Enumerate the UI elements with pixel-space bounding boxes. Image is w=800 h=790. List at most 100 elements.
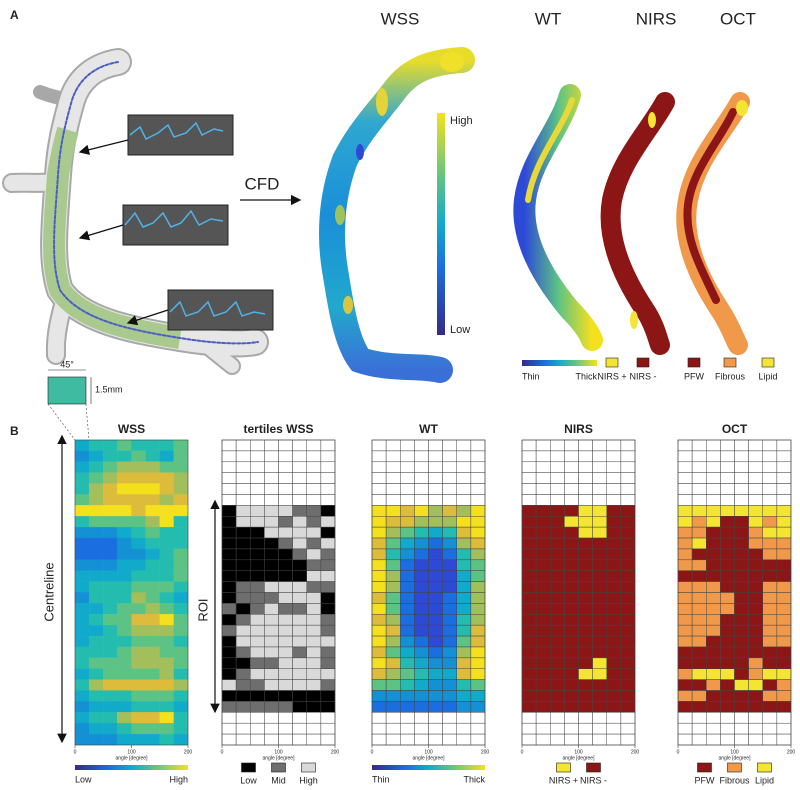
empty-cell [442, 439, 457, 452]
map-cell [677, 505, 693, 517]
map-cell [456, 679, 472, 691]
empty-cell [414, 483, 429, 495]
empty-cell [306, 494, 322, 506]
map-cell [720, 570, 735, 582]
map-cell [550, 614, 565, 626]
map-cell [159, 461, 175, 473]
map-cell [521, 592, 537, 604]
map-cell [400, 624, 415, 637]
empty-cell [385, 472, 401, 484]
map-cell [250, 614, 265, 626]
map-cell [470, 657, 486, 669]
empty-cell [762, 461, 778, 473]
wt-vessel [513, 84, 603, 351]
empty-cell [677, 461, 693, 473]
map-cell [250, 657, 265, 669]
map-cell [306, 679, 322, 691]
map-cell [131, 690, 146, 702]
map-cell [145, 679, 160, 691]
empty-cell [470, 439, 486, 452]
map-cell [720, 603, 735, 615]
map-cell [88, 537, 104, 550]
map-cell [620, 701, 636, 713]
empty-cell [578, 450, 593, 463]
map-cell [88, 625, 104, 637]
map-cell [720, 624, 735, 637]
empty-cell [371, 483, 387, 495]
map-cell [734, 679, 749, 691]
map-cell [720, 526, 735, 539]
map-cell [173, 483, 189, 495]
map-cell [620, 624, 636, 637]
empty-cell [470, 733, 486, 746]
empty-cell [706, 461, 721, 473]
map-cell [264, 581, 279, 593]
map-cell [776, 526, 792, 539]
empty-cell [278, 450, 293, 463]
map-cell [456, 516, 472, 528]
empty-cell [606, 472, 622, 484]
x-axis-label: angle [degree] [263, 755, 296, 761]
map-cell [159, 603, 175, 615]
empty-cell [776, 461, 792, 473]
map-cell [776, 646, 792, 659]
map-cell [306, 646, 322, 659]
map-cell [88, 505, 104, 517]
empty-cell [400, 733, 415, 746]
map-cell [762, 690, 778, 702]
map-cell [385, 690, 401, 702]
map-cell [564, 657, 579, 669]
map-cell [720, 635, 735, 648]
empty-cell [578, 494, 593, 506]
map-cell [442, 537, 457, 550]
map-cell [720, 537, 735, 550]
empty-cell [550, 733, 565, 746]
empty-cell [400, 494, 415, 506]
map-cell [117, 439, 132, 452]
map-cell [371, 526, 387, 539]
map-cell [677, 635, 693, 648]
map-cell [131, 614, 146, 626]
map-cell [74, 570, 90, 582]
empty-cell [456, 712, 472, 724]
map-cell [74, 461, 90, 473]
empty-cell [748, 722, 763, 735]
legend-swatch [761, 357, 775, 368]
map-cell [145, 570, 160, 582]
map-cell [131, 439, 146, 452]
map-cell [521, 516, 537, 528]
map-cell [173, 461, 189, 473]
empty-cell [776, 483, 792, 495]
map-cell [592, 614, 607, 626]
x-tick-label: 100 [574, 749, 583, 755]
map-cell [278, 516, 293, 528]
empty-cell [592, 439, 607, 452]
map-cell [776, 548, 792, 561]
map-cell [278, 581, 293, 593]
x-tick-label: 200 [787, 749, 796, 755]
map-cell [677, 526, 693, 539]
map-cell [221, 624, 237, 637]
empty-cell [691, 722, 707, 735]
map-cell [535, 603, 551, 615]
map-cell [320, 592, 336, 604]
map-cell [720, 690, 735, 702]
map-cell [762, 646, 778, 659]
map-title: NIRS [564, 422, 593, 436]
empty-cell [306, 461, 322, 473]
map-cell [535, 668, 551, 680]
map-cell [442, 635, 457, 648]
empty-cell [620, 472, 636, 484]
empty-cell [564, 494, 579, 506]
empty-cell [720, 439, 735, 452]
empty-cell [550, 450, 565, 463]
map-cell [264, 570, 279, 582]
empty-cell [521, 461, 537, 473]
empty-cell [535, 494, 551, 506]
map-cell [550, 570, 565, 582]
map-cell [371, 646, 387, 659]
x-tick-label: 200 [331, 749, 340, 755]
map-cell [371, 537, 387, 550]
empty-cell [748, 439, 763, 452]
map-cell [442, 603, 457, 615]
